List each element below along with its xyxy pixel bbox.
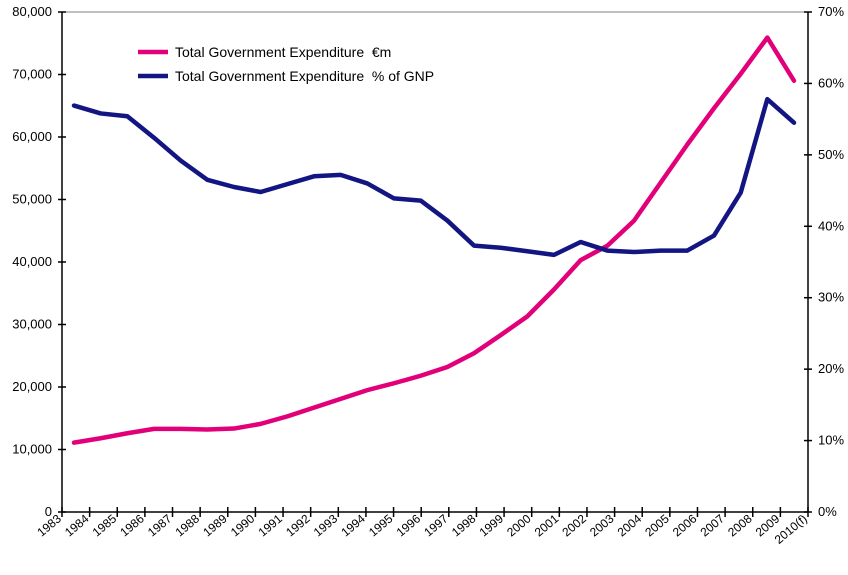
svg-text:1986: 1986 [117, 511, 147, 539]
svg-text:10%: 10% [818, 433, 844, 448]
svg-text:10,000: 10,000 [12, 442, 52, 457]
svg-text:1995: 1995 [366, 511, 396, 539]
svg-text:70,000: 70,000 [12, 67, 52, 82]
svg-text:Total Government Expenditure: Total Government Expenditure €m [175, 44, 391, 60]
svg-text:60,000: 60,000 [12, 129, 52, 144]
svg-text:80,000: 80,000 [12, 4, 52, 19]
svg-text:2004: 2004 [615, 511, 645, 539]
svg-text:1987: 1987 [145, 511, 175, 539]
svg-text:20%: 20% [818, 361, 844, 376]
svg-text:60%: 60% [818, 75, 844, 90]
svg-text:1988: 1988 [173, 511, 203, 539]
svg-text:1997: 1997 [421, 511, 451, 539]
svg-text:1985: 1985 [90, 511, 120, 539]
svg-text:2002: 2002 [559, 511, 589, 539]
svg-text:1984: 1984 [62, 511, 92, 539]
svg-text:1996: 1996 [394, 511, 424, 539]
svg-text:1994: 1994 [338, 511, 368, 539]
svg-text:2006: 2006 [670, 511, 700, 539]
svg-text:2001: 2001 [532, 511, 562, 539]
svg-text:0%: 0% [818, 504, 837, 519]
svg-text:1992: 1992 [283, 511, 313, 539]
svg-text:40%: 40% [818, 218, 844, 233]
svg-text:2000: 2000 [504, 511, 534, 539]
svg-text:1999: 1999 [477, 511, 507, 539]
svg-text:20,000: 20,000 [12, 379, 52, 394]
svg-text:70%: 70% [818, 4, 844, 19]
svg-text:50%: 50% [818, 147, 844, 162]
svg-text:2007: 2007 [698, 511, 728, 539]
svg-text:2003: 2003 [587, 511, 617, 539]
svg-text:30%: 30% [818, 290, 844, 305]
svg-text:1998: 1998 [449, 511, 479, 539]
svg-text:1991: 1991 [256, 511, 286, 539]
svg-text:2005: 2005 [642, 511, 672, 539]
svg-text:1990: 1990 [228, 511, 258, 539]
svg-text:1989: 1989 [200, 511, 230, 539]
svg-text:2008: 2008 [725, 511, 755, 539]
svg-text:50,000: 50,000 [12, 192, 52, 207]
svg-text:Total Government Expenditure: Total Government Expenditure % of GNP [175, 68, 434, 84]
svg-text:40,000: 40,000 [12, 254, 52, 269]
svg-text:1993: 1993 [311, 511, 341, 539]
svg-text:30,000: 30,000 [12, 317, 52, 332]
svg-text:1983: 1983 [34, 511, 64, 539]
